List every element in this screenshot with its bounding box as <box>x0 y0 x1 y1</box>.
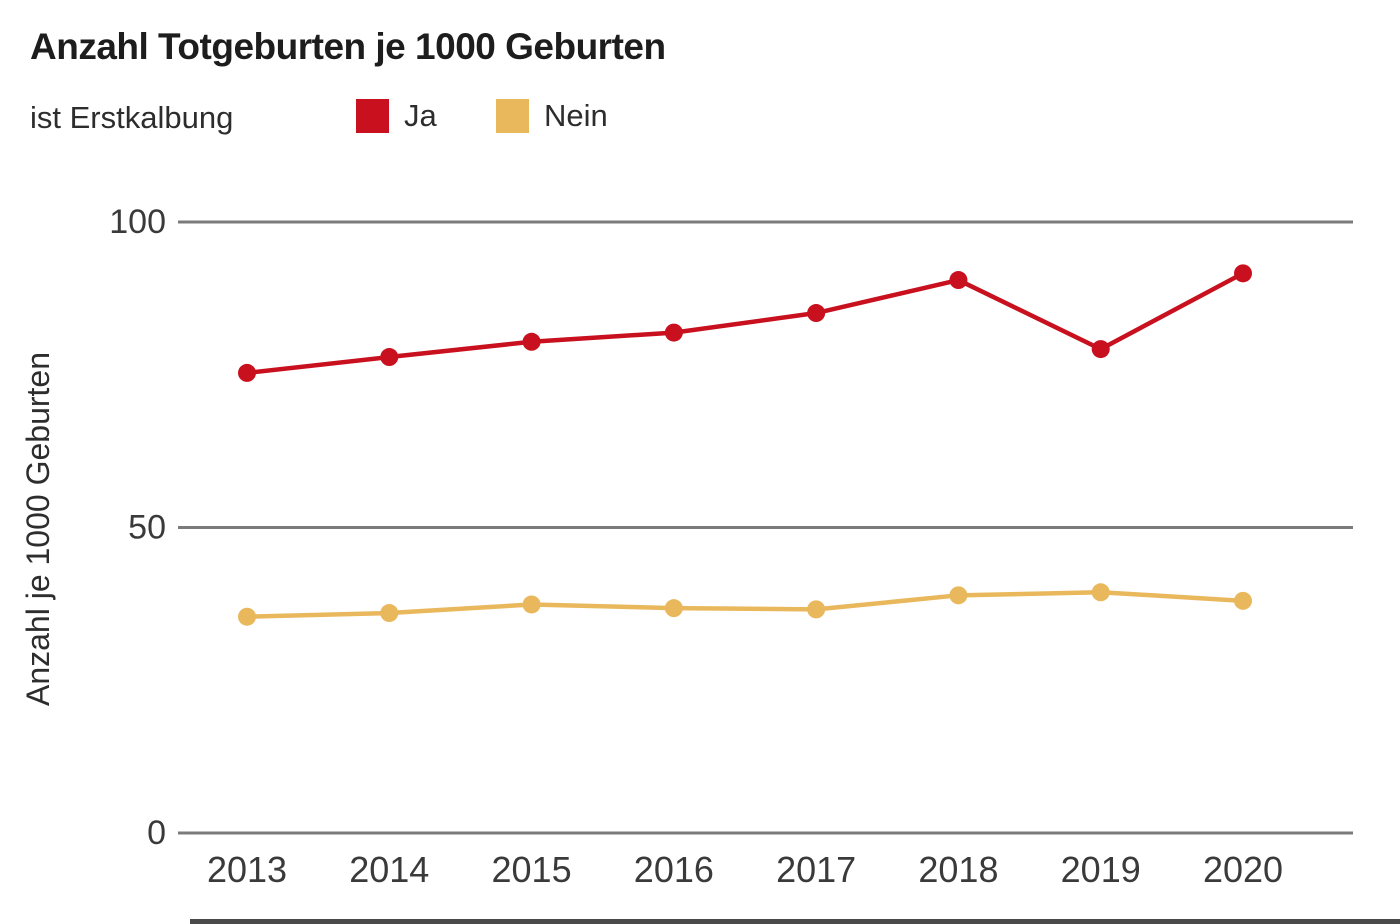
y-axis-title: Anzahl je 1000 Geburten <box>20 351 56 707</box>
legend-item-ja-label: Ja <box>404 98 437 133</box>
data-point-ja-2015 <box>522 332 541 351</box>
legend: ist Erstkalbung Ja Nein <box>0 98 1400 140</box>
x-tick-label: 2016 <box>634 849 714 890</box>
y-tick-label: 100 <box>109 203 166 241</box>
x-tick-label: 2020 <box>1203 849 1283 890</box>
data-point-ja-2018 <box>949 271 968 290</box>
data-point-nein-2015 <box>522 595 541 614</box>
data-point-nein-2018 <box>949 586 968 605</box>
data-point-nein-2019 <box>1091 583 1110 602</box>
data-point-nein-2013 <box>238 607 256 626</box>
x-tick-label: 2014 <box>349 849 429 890</box>
data-point-nein-2020 <box>1234 591 1252 610</box>
data-point-nein-2014 <box>380 604 399 623</box>
ja-color-swatch <box>356 99 389 133</box>
series-line-nein <box>246 590 1244 619</box>
data-point-ja-2017 <box>807 304 826 323</box>
data-point-nein-2016 <box>664 599 683 618</box>
data-point-ja-2013 <box>238 363 256 382</box>
y-tick-label: 0 <box>147 814 166 852</box>
data-point-ja-2019 <box>1091 340 1110 359</box>
legend-item-ja: Ja <box>356 98 437 134</box>
data-point-ja-2020 <box>1234 264 1252 283</box>
legend-label: ist Erstkalbung <box>30 100 234 135</box>
x-tick-label: 2019 <box>1061 849 1141 890</box>
x-tick-label: 2013 <box>207 849 287 890</box>
data-point-nein-2017 <box>807 600 826 619</box>
legend-item-nein-label: Nein <box>544 98 608 133</box>
data-point-ja-2014 <box>380 348 399 367</box>
x-tick-label: 2017 <box>776 849 856 890</box>
legend-item-nein: Nein <box>496 98 608 134</box>
y-tick-label: 50 <box>128 509 166 547</box>
chart-title: Anzahl Totgeburten je 1000 Geburten <box>30 26 666 67</box>
cropped-bottom-border <box>190 919 1400 924</box>
x-tick-label: 2015 <box>492 849 572 890</box>
nein-color-swatch <box>496 99 529 133</box>
data-point-ja-2016 <box>664 323 683 342</box>
x-tick-label: 2018 <box>918 849 998 890</box>
series-line-ja <box>246 271 1245 376</box>
